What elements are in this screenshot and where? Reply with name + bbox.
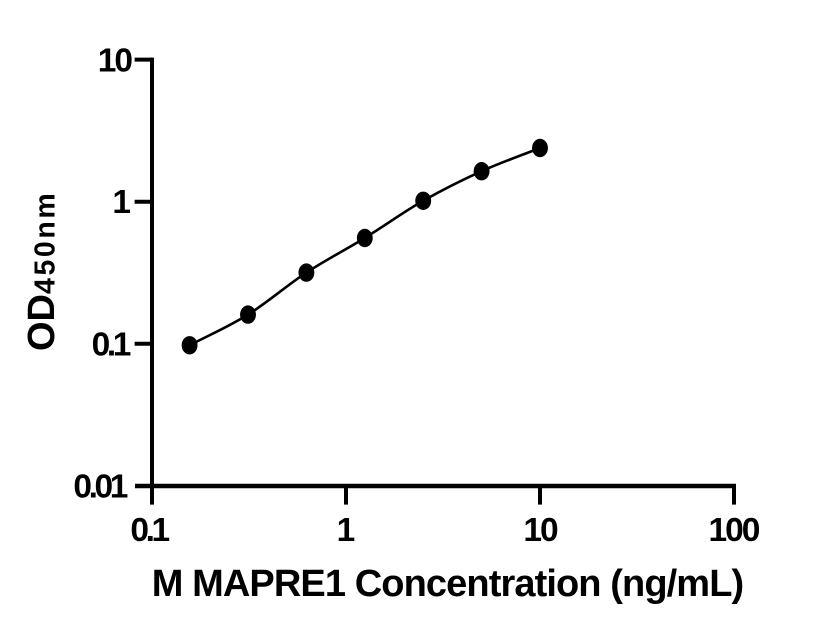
svg-text:0.1: 0.1 [92,326,131,363]
svg-text:0.1: 0.1 [130,512,169,549]
svg-text:OD450nm: OD450nm [21,191,63,351]
svg-text:10: 10 [98,42,133,79]
svg-text:M MAPRE1 Concentration (ng/mL): M MAPRE1 Concentration (ng/mL) [152,563,744,605]
svg-text:1: 1 [337,512,356,549]
svg-text:10: 10 [523,512,558,549]
svg-text:1: 1 [112,184,131,221]
svg-text:0.01: 0.01 [73,469,127,506]
svg-text:100: 100 [709,512,760,549]
